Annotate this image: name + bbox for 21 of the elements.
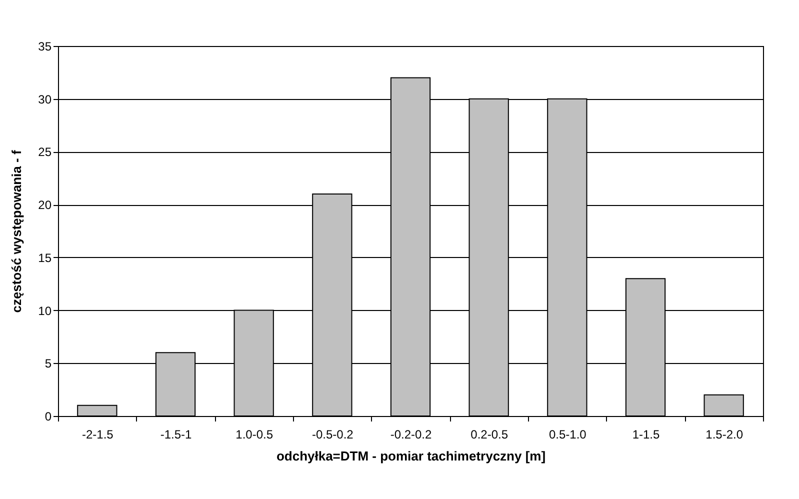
x-tick-label: -0.5-0.2	[312, 428, 354, 442]
y-tick-label: 25	[38, 145, 52, 160]
y-tick-label: 10	[38, 304, 52, 318]
x-tick-label: 1.5-2.0	[706, 428, 744, 442]
bar	[704, 394, 744, 416]
x-tick-label: 0.2-0.5	[470, 428, 508, 442]
x-tick-label: 1-1.5	[632, 428, 660, 442]
y-axis-title: częstość występowania - f	[9, 150, 24, 313]
x-tick-label: -0.2-0.2	[390, 428, 432, 442]
x-tick-label: 0.5-1.0	[548, 428, 587, 442]
y-tick-label: 30	[38, 92, 52, 106]
y-tick-label: 35	[38, 40, 52, 54]
y-tick-label: 5	[44, 356, 52, 371]
x-axis-title: odchyłka=DTM - pomiar tachimetryczny [m]	[276, 448, 546, 464]
y-tick-label: 20	[38, 198, 52, 212]
y-tick-label: 0	[44, 410, 52, 424]
bar	[77, 404, 118, 416]
y-tick-label: 15	[38, 250, 52, 265]
x-tick-label: 1.0-0.5	[236, 428, 274, 442]
x-tick-label: -2-1.5	[82, 428, 114, 442]
x-tick-label: -1.5-1	[160, 428, 192, 442]
